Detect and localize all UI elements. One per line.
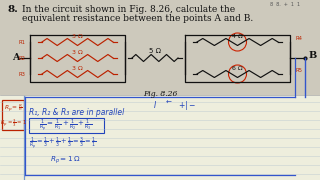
Text: R3: R3 xyxy=(19,71,25,76)
Text: 3 Ω: 3 Ω xyxy=(72,66,83,71)
Text: $I$: $I$ xyxy=(153,99,157,110)
Text: 8  8.  +  1  1: 8 8. + 1 1 xyxy=(270,2,300,7)
Text: 8.: 8. xyxy=(7,5,18,14)
Text: R₁, R₂ & R₃ are in parallel: R₁, R₂ & R₃ are in parallel xyxy=(29,108,124,117)
Bar xyxy=(29,118,104,133)
Text: R1: R1 xyxy=(19,39,26,44)
Text: 3 Ω: 3 Ω xyxy=(72,33,83,39)
Text: B: B xyxy=(309,51,317,60)
Text: 5 Ω: 5 Ω xyxy=(149,48,161,54)
Text: 3 Ω: 3 Ω xyxy=(72,50,83,55)
Text: A: A xyxy=(12,53,20,62)
Text: $+|-$: $+|-$ xyxy=(178,99,196,112)
Text: Fig. 8.26: Fig. 8.26 xyxy=(143,90,177,98)
Text: $\frac{1}{R_p} = \frac{1}{R_1} + \frac{1}{R_2} + \frac{1}{R_3}$: $\frac{1}{R_p} = \frac{1}{R_1} + \frac{1… xyxy=(39,117,93,134)
Bar xyxy=(0,95,320,180)
Text: $R_p=\frac{R}{n}$: $R_p=\frac{R}{n}$ xyxy=(4,103,22,115)
Text: 4 Ω: 4 Ω xyxy=(232,33,243,39)
Text: $\leftarrow$: $\leftarrow$ xyxy=(164,99,172,105)
Bar xyxy=(2,100,24,130)
Text: $\frac{1}{R_p} = \frac{1}{3} + \frac{1}{3} + \frac{1}{3} = \frac{3}{3} = \frac{1: $\frac{1}{R_p} = \frac{1}{3} + \frac{1}{… xyxy=(29,136,96,152)
Text: R2: R2 xyxy=(19,55,26,60)
Text: equivalent resistance between the points A and B.: equivalent resistance between the points… xyxy=(22,14,253,23)
Text: $R_p=\frac{3}{3}=1$: $R_p=\frac{3}{3}=1$ xyxy=(0,117,27,129)
Text: 6 Ω: 6 Ω xyxy=(232,66,243,71)
Text: $R_p = 1\,\Omega$: $R_p = 1\,\Omega$ xyxy=(50,155,80,166)
Text: In the circuit shown in Fig. 8.26, calculate the: In the circuit shown in Fig. 8.26, calcu… xyxy=(22,5,235,14)
Text: R5: R5 xyxy=(295,69,302,73)
Bar xyxy=(0,0,320,95)
Text: R4: R4 xyxy=(295,37,302,42)
